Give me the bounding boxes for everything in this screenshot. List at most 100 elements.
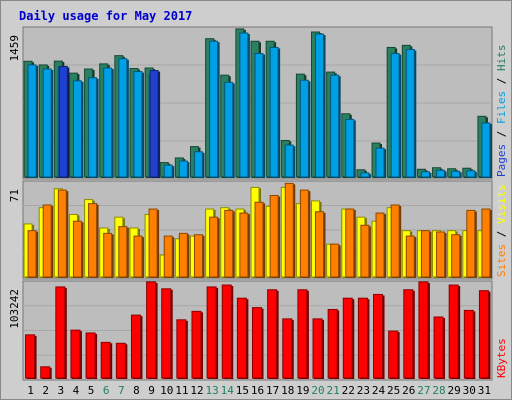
- bar-sites-day-26: [405, 235, 415, 278]
- bar-files-day-22: [345, 118, 355, 178]
- bar-kbytes-day-4: [70, 329, 81, 379]
- bar-sites-day-21: [330, 243, 340, 278]
- x-tick-label-day-24: 24: [372, 384, 386, 397]
- x-tick-label-day-22: 22: [342, 384, 355, 397]
- bar-files-day-27: [420, 171, 430, 178]
- bar-files-day-25: [390, 53, 400, 178]
- bar-sites-day-13: [209, 216, 219, 278]
- x-tick-label-day-5: 5: [88, 384, 95, 397]
- bar-kbytes-day-8: [130, 314, 141, 379]
- x-tick-label-day-1: 1: [27, 384, 34, 397]
- bar-sites-day-29: [451, 234, 461, 278]
- bar-files-day-24: [375, 147, 385, 178]
- x-tick-label-day-9: 9: [148, 384, 155, 397]
- bar-kbytes-day-7: [115, 342, 126, 379]
- x-tick-label-day-19: 19: [296, 384, 309, 397]
- x-tick-label-day-15: 15: [236, 384, 249, 397]
- bar-files-day-21: [330, 74, 340, 178]
- axis-max-label: 103242: [8, 289, 21, 329]
- bar-sites-day-12: [193, 234, 203, 278]
- series-legend-label: Pages / Files / Hits: [495, 45, 508, 178]
- series-legend-label: Sites / Visits: [495, 184, 508, 277]
- bar-files-day-12: [193, 151, 203, 178]
- x-tick-label-day-23: 23: [357, 384, 370, 397]
- bar-files-day-10: [163, 164, 173, 178]
- axis-max-label: 1459: [8, 35, 21, 62]
- bar-kbytes-day-6: [100, 341, 111, 379]
- x-tick-label-day-13: 13: [205, 384, 218, 397]
- x-tick-label-day-10: 10: [160, 384, 173, 397]
- bar-sites-day-25: [390, 204, 400, 278]
- bar-pages-day-3: [58, 65, 68, 178]
- bar-files-day-15: [239, 32, 249, 178]
- bar-files-day-5: [88, 77, 98, 178]
- bar-sites-day-23: [360, 224, 370, 278]
- x-tick-label-day-25: 25: [387, 384, 400, 397]
- bar-files-day-1: [27, 64, 37, 178]
- bar-sites-day-17: [269, 195, 279, 278]
- x-tick-label-day-21: 21: [327, 384, 340, 397]
- bar-files-day-13: [209, 40, 219, 178]
- bar-sites-day-2: [42, 204, 52, 278]
- bar-sites-day-20: [315, 211, 325, 278]
- bar-files-day-20: [315, 33, 325, 178]
- x-tick-label-day-14: 14: [221, 384, 235, 397]
- bar-kbytes-day-31: [478, 290, 489, 379]
- panel-kbytes: 103242 KBytes: [8, 280, 508, 381]
- bar-kbytes-day-20: [312, 318, 323, 379]
- bar-files-day-19: [299, 79, 309, 178]
- bar-sites-day-8: [133, 235, 143, 278]
- bar-sites-day-24: [375, 212, 385, 278]
- x-tick-label-day-7: 7: [118, 384, 125, 397]
- x-tick-label-day-30: 30: [463, 384, 476, 397]
- bar-kbytes-day-13: [206, 286, 217, 379]
- bar-sites-day-7: [118, 226, 128, 278]
- legend-visits: Visits: [495, 184, 508, 224]
- bar-kbytes-day-5: [85, 332, 96, 379]
- axis-max-label: 71: [8, 189, 21, 202]
- series-legend-label: KBytes: [495, 338, 508, 378]
- x-tick-label-day-16: 16: [251, 384, 264, 397]
- legend-separator: /: [495, 224, 508, 244]
- bar-kbytes-day-16: [252, 307, 262, 379]
- bar-sites-day-31: [481, 208, 491, 278]
- x-tick-label-day-31: 31: [478, 384, 491, 397]
- bar-files-day-16: [254, 53, 264, 178]
- legend-sites: Sites: [495, 244, 508, 277]
- bar-files-day-4: [72, 80, 82, 178]
- bar-pages-day-9: [149, 70, 159, 178]
- bar-kbytes-day-25: [388, 330, 399, 379]
- bar-files-day-28: [436, 169, 446, 178]
- x-tick-label-day-26: 26: [402, 384, 415, 397]
- bar-kbytes-day-28: [433, 316, 444, 379]
- x-tick-label-day-2: 2: [42, 384, 49, 397]
- bar-kbytes-day-22: [342, 297, 353, 379]
- bar-files-day-17: [269, 46, 279, 178]
- bar-files-day-30: [466, 170, 476, 178]
- bar-sites-day-5: [88, 203, 98, 278]
- legend-files: Files: [495, 91, 508, 124]
- bar-sites-day-10: [163, 235, 173, 278]
- x-tick-label-day-29: 29: [448, 384, 461, 397]
- bar-kbytes-day-2: [40, 366, 51, 379]
- bar-sites-day-11: [178, 232, 188, 278]
- bar-kbytes-day-29: [448, 284, 459, 379]
- bar-kbytes-day-30: [463, 309, 474, 379]
- x-tick-label-day-3: 3: [58, 384, 65, 397]
- legend-separator: /: [495, 71, 508, 91]
- bar-sites-day-6: [103, 232, 113, 278]
- bar-sites-day-14: [224, 209, 234, 278]
- legend-hits: Hits: [495, 45, 508, 72]
- bar-sites-day-19: [299, 189, 309, 278]
- bar-sites-day-28: [436, 231, 446, 278]
- bar-files-day-26: [405, 48, 415, 178]
- legend-pages: Pages: [495, 144, 508, 177]
- bar-kbytes-day-24: [373, 293, 384, 379]
- bar-files-day-23: [360, 172, 370, 178]
- bar-sites-day-30: [466, 209, 476, 278]
- bar-sites-day-16: [254, 201, 264, 278]
- bar-kbytes-day-9: [146, 281, 157, 379]
- bar-sites-day-18: [284, 182, 294, 278]
